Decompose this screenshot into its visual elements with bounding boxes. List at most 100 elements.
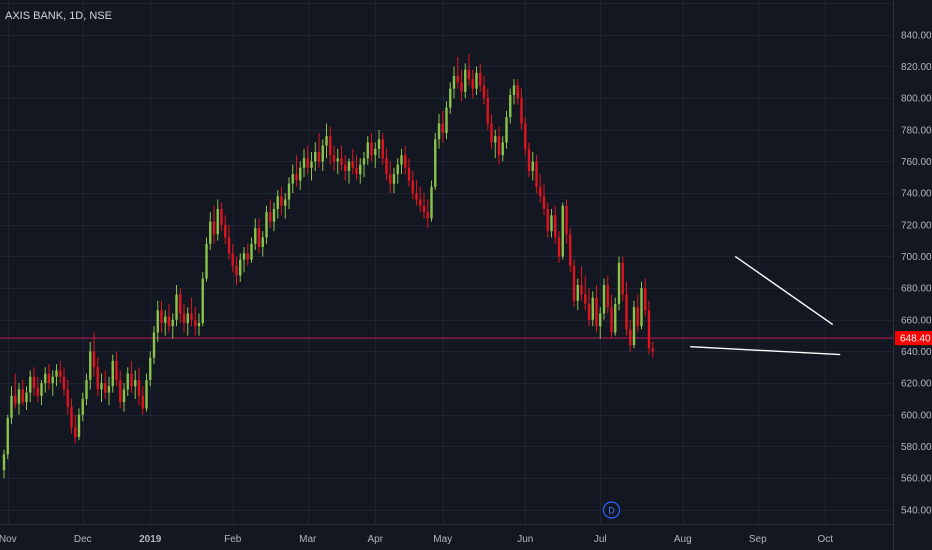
candle — [179, 288, 182, 323]
candle — [44, 367, 47, 393]
current-price-label: 648.40 — [895, 331, 932, 346]
candle-body — [306, 158, 309, 168]
candle-body — [482, 85, 486, 99]
candle-body — [546, 208, 549, 232]
candle-body — [486, 98, 489, 124]
candle-body — [497, 136, 501, 156]
candle-body — [254, 227, 257, 244]
candle-body — [171, 319, 174, 327]
candle-body — [464, 69, 467, 92]
candle-body — [21, 389, 24, 403]
event-marker-text: D — [608, 506, 615, 516]
candle — [557, 231, 561, 263]
candle-body — [59, 370, 62, 377]
candle — [40, 379, 43, 406]
candle-body — [501, 142, 504, 156]
candle-body — [561, 205, 564, 257]
candle — [137, 367, 141, 406]
dividend-event-marker[interactable]: D — [602, 501, 621, 519]
candle — [295, 155, 298, 187]
trendline[interactable] — [734, 255, 834, 326]
candle-body — [145, 379, 148, 409]
candle-body — [6, 417, 9, 455]
y-axis[interactable]: 540.00 560.00 580.00 600.00 620.00 640.00 660.… — [895, 30, 932, 516]
candle — [100, 373, 103, 403]
candle — [167, 303, 171, 333]
candle-body — [246, 253, 249, 260]
candle — [494, 129, 497, 159]
candle — [617, 256, 621, 311]
candle — [632, 300, 636, 349]
candle — [396, 158, 399, 184]
candle — [475, 66, 478, 95]
candle-body — [426, 212, 429, 219]
candle — [576, 278, 579, 311]
candle — [171, 313, 174, 339]
candle-body — [351, 161, 354, 168]
candle — [509, 88, 512, 124]
candle — [359, 158, 362, 184]
y-tick-label: 580.00 — [901, 442, 932, 453]
candle — [21, 379, 24, 406]
y-tick-label: 640.00 — [901, 347, 932, 358]
candle — [505, 110, 508, 149]
candle-body — [40, 383, 43, 396]
candle-body — [554, 215, 557, 238]
candle-body — [584, 294, 587, 304]
trendline[interactable] — [690, 345, 841, 356]
candle — [411, 170, 414, 200]
candle-body — [265, 212, 268, 238]
candle-body — [625, 294, 628, 330]
candle — [74, 414, 77, 444]
candle — [194, 307, 197, 336]
candle-body — [460, 82, 463, 92]
y-tick-label: 600.00 — [901, 410, 932, 421]
candle-body — [340, 158, 343, 165]
candle-body — [130, 373, 133, 387]
candle-body — [535, 161, 538, 187]
candle — [377, 129, 381, 159]
candle-body — [325, 136, 328, 146]
candle-body — [25, 392, 28, 403]
candle — [520, 88, 523, 130]
candle-body — [250, 243, 253, 260]
candle — [242, 246, 246, 273]
candle-body — [542, 196, 546, 209]
candle-body — [149, 357, 152, 380]
candle — [587, 288, 591, 327]
candle-body — [434, 139, 437, 187]
candle-body — [422, 205, 426, 213]
y-tick-label: 800.00 — [901, 94, 932, 105]
candle-body — [531, 161, 534, 171]
candle-body — [302, 158, 306, 168]
candle-body — [276, 196, 279, 209]
candle — [209, 212, 212, 251]
candle — [175, 284, 178, 327]
candle — [201, 272, 204, 327]
candle-body — [111, 360, 114, 387]
candle — [467, 53, 471, 86]
candle — [606, 275, 609, 314]
candle — [625, 281, 628, 336]
candle-body — [640, 288, 643, 327]
candle-body — [186, 313, 189, 323]
y-tick-label: 760.00 — [901, 157, 932, 168]
candle — [437, 113, 441, 149]
candle — [325, 123, 328, 159]
x-axis[interactable]: Nov Dec 2019 Feb Mar Apr May Jun Jul Aug Sep Oct — [0, 534, 833, 545]
candle — [392, 167, 396, 194]
candle — [347, 158, 351, 184]
candle — [130, 360, 133, 393]
candle-body — [231, 253, 234, 266]
candle-body — [239, 259, 242, 276]
candle-body — [212, 221, 216, 235]
candle — [227, 224, 231, 260]
candle-body — [441, 123, 444, 133]
candle-body — [359, 164, 362, 175]
x-tick-label: Dec — [74, 534, 92, 545]
candle-body — [494, 136, 497, 143]
candle — [599, 307, 602, 339]
x-tick-label: Jul — [594, 534, 607, 545]
candle — [269, 199, 272, 228]
